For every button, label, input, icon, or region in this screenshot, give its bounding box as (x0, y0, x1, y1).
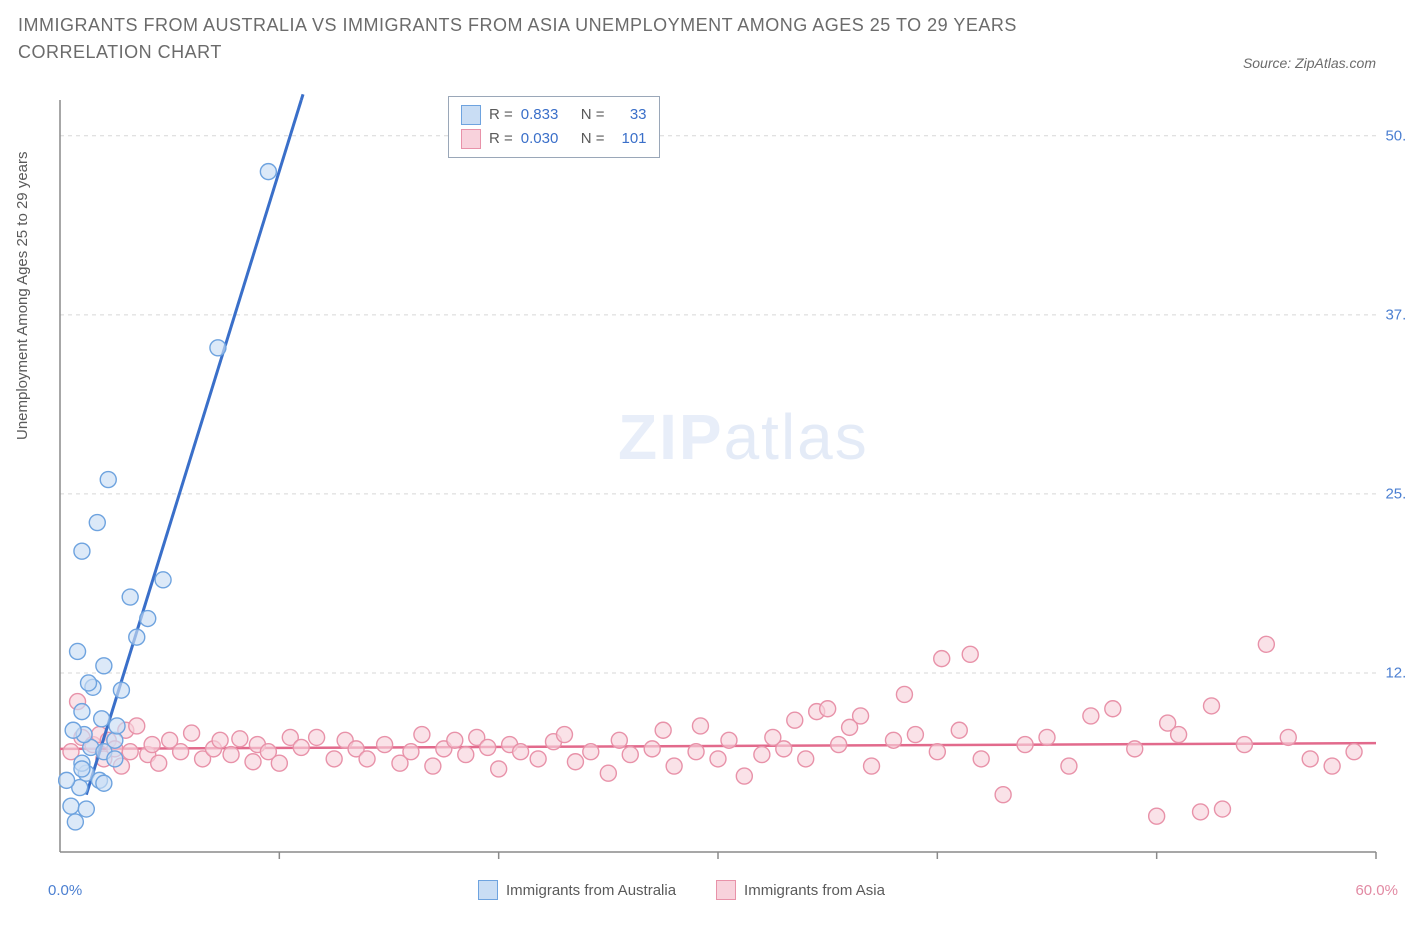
x-axis-max-label: 60.0% (1355, 882, 1398, 899)
correlation-legend: R = 0.833 N = 33 R = 0.030 N = 101 (448, 96, 660, 158)
correlation-legend-row: R = 0.030 N = 101 (461, 127, 647, 151)
r-value: 0.833 (521, 103, 573, 127)
correlation-legend-row: R = 0.833 N = 33 (461, 103, 647, 127)
r-label: R = (489, 103, 513, 127)
scatter-plot-svg (58, 90, 1378, 870)
chart-title: IMMIGRANTS FROM AUSTRALIA VS IMMIGRANTS … (18, 12, 1118, 66)
y-tick-label: 50.0% (1385, 127, 1406, 144)
y-tick-label: 25.0% (1385, 485, 1406, 502)
chart-area: ZIPatlas R =0.833N =33R =0.030N =101 12.… (58, 90, 1378, 870)
legend-label-australia: Immigrants from Australia (506, 882, 676, 899)
n-value: 33 (613, 103, 647, 127)
legend-swatch-icon (461, 129, 481, 149)
legend-item-australia: Immigrants from Australia (478, 880, 676, 900)
legend-swatch-asia (716, 880, 736, 900)
source-attribution: Source: ZipAtlas.com (1243, 55, 1376, 71)
legend-swatch-icon (461, 105, 481, 125)
n-label: N = (581, 103, 605, 127)
n-value: 101 (613, 127, 647, 151)
legend-item-asia: Immigrants from Asia (716, 880, 885, 900)
y-tick-label: 12.5% (1385, 664, 1406, 681)
legend-label-asia: Immigrants from Asia (744, 882, 885, 899)
n-label: N = (581, 127, 605, 151)
series-legend: Immigrants from Australia Immigrants fro… (478, 880, 885, 900)
legend-swatch-australia (478, 880, 498, 900)
r-value: 0.030 (521, 127, 573, 151)
x-axis-min-label: 0.0% (48, 882, 82, 899)
y-axis-label: Unemployment Among Ages 25 to 29 years (14, 151, 31, 440)
y-tick-label: 37.5% (1385, 306, 1406, 323)
r-label: R = (489, 127, 513, 151)
